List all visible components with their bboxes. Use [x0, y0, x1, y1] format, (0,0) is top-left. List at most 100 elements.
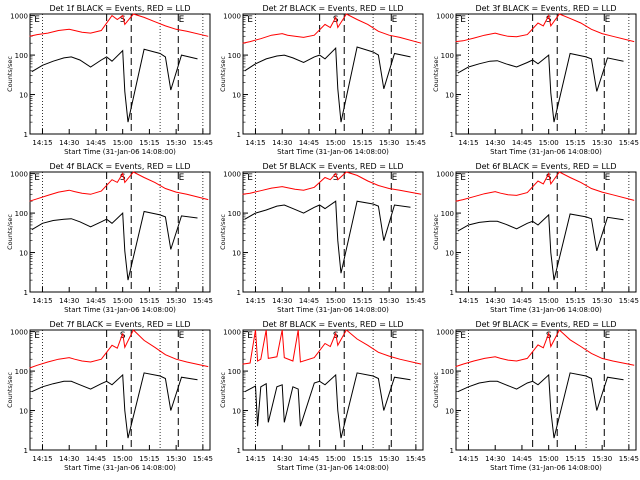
y-tick-label: 100 — [441, 368, 454, 376]
event-marker: E — [247, 331, 253, 341]
x-tick-label: 15:30 — [166, 455, 186, 463]
x-tick-label: 14:15 — [245, 455, 265, 463]
event-marker: S — [546, 15, 552, 25]
panel-3: Det 3f BLACK = Events, RED = LLD E S E 1 10 10… — [432, 4, 639, 156]
events-series-line — [244, 372, 411, 439]
lld-series-line — [242, 171, 422, 195]
events-series-line — [31, 372, 198, 439]
y-tick-label: 100 — [441, 210, 454, 218]
x-tick-label: 14:15 — [32, 139, 52, 147]
event-marker: S — [546, 173, 552, 183]
x-tick-label: 14:45 — [299, 139, 319, 147]
x-tick-label: 14:45 — [512, 455, 532, 463]
lld-series-line — [29, 171, 209, 202]
events-series-line — [31, 48, 198, 123]
x-tick-label: 15:45 — [406, 455, 426, 463]
x-tick-label: 14:15 — [458, 297, 478, 305]
plot-frame — [29, 171, 211, 293]
x-tick-label: 15:45 — [619, 297, 639, 305]
x-tick-label: 15:30 — [379, 297, 399, 305]
event-marker: E — [605, 173, 611, 183]
y-tick-label: 1 — [450, 447, 454, 455]
panel-4: Det 4f BLACK = Events, RED = LLD E S E 1 10 10… — [6, 162, 213, 314]
events-series-line — [457, 213, 624, 281]
x-axis-label: Start Time (31-Jan-06 14:08:00) — [64, 464, 176, 472]
x-tick-label: 15:45 — [193, 139, 213, 147]
x-axis-label: Start Time (31-Jan-06 14:08:00) — [64, 306, 176, 314]
x-tick-label: 15:15 — [352, 139, 372, 147]
y-axis-label: Counts/sec — [6, 56, 14, 92]
x-tick-label: 14:45 — [512, 297, 532, 305]
x-tick-label: 14:15 — [458, 455, 478, 463]
lld-series-line — [455, 171, 635, 202]
x-tick-label: 15:45 — [406, 139, 426, 147]
y-tick-label: 1 — [237, 131, 241, 139]
x-tick-label: 14:45 — [299, 455, 319, 463]
y-tick-label: 10 — [232, 408, 241, 416]
lld-series-line — [455, 329, 635, 368]
y-tick-label: 10 — [445, 408, 454, 416]
y-tick-label: 1000 — [223, 13, 241, 21]
y-tick-label: 10 — [19, 408, 28, 416]
y-tick-label: 1000 — [223, 171, 241, 179]
events-series-line — [244, 46, 411, 123]
x-axis-label: Start Time (31-Jan-06 14:08:00) — [490, 306, 602, 314]
panel-title: Det 8f BLACK = Events, RED = LLD — [262, 320, 403, 329]
y-axis-label: Counts/sec — [6, 372, 14, 408]
y-axis-label: Counts/sec — [219, 214, 227, 250]
y-tick-label: 1000 — [223, 329, 241, 337]
panel-title: Det 1f BLACK = Events, RED = LLD — [49, 4, 190, 13]
event-marker: E — [179, 15, 185, 25]
y-tick-label: 1000 — [436, 329, 454, 337]
x-tick-label: 14:15 — [32, 297, 52, 305]
x-tick-label: 15:30 — [166, 297, 186, 305]
panel-title: Det 9f BLACK = Events, RED = LLD — [475, 320, 616, 329]
event-marker: E — [34, 331, 40, 341]
event-marker: E — [392, 15, 398, 25]
x-tick-label: 15:30 — [592, 297, 612, 305]
y-tick-label: 100 — [228, 210, 241, 218]
panel-title: Det 2f BLACK = Events, RED = LLD — [262, 4, 403, 13]
x-tick-label: 15:45 — [193, 455, 213, 463]
x-tick-label: 14:30 — [485, 455, 505, 463]
x-tick-label: 14:45 — [86, 297, 106, 305]
y-tick-label: 1 — [237, 447, 241, 455]
y-axis-label: Counts/sec — [432, 214, 440, 250]
x-tick-label: 14:30 — [59, 139, 79, 147]
y-tick-label: 10 — [445, 92, 454, 100]
x-axis-label: Start Time (31-Jan-06 14:08:00) — [64, 148, 176, 156]
y-axis-label: Counts/sec — [219, 372, 227, 408]
x-tick-label: 15:15 — [565, 455, 585, 463]
event-marker: E — [392, 331, 398, 341]
x-tick-label: 14:15 — [245, 139, 265, 147]
y-tick-label: 10 — [232, 92, 241, 100]
panel-title: Det 5f BLACK = Events, RED = LLD — [262, 162, 403, 171]
event-marker: E — [179, 173, 185, 183]
x-tick-label: 15:00 — [539, 297, 559, 305]
y-tick-label: 10 — [19, 92, 28, 100]
x-tick-label: 14:15 — [458, 139, 478, 147]
event-marker: E — [605, 331, 611, 341]
x-tick-label: 14:30 — [272, 139, 292, 147]
x-tick-label: 14:15 — [32, 455, 52, 463]
x-axis-label: Start Time (31-Jan-06 14:08:00) — [277, 464, 389, 472]
y-tick-label: 1000 — [10, 329, 28, 337]
x-tick-label: 14:30 — [485, 139, 505, 147]
lld-series-line — [455, 13, 635, 43]
x-axis-label: Start Time (31-Jan-06 14:08:00) — [277, 148, 389, 156]
lld-series-line — [242, 329, 422, 365]
plot-frame — [242, 13, 424, 135]
lld-series-line — [29, 329, 209, 369]
events-series-line — [244, 200, 411, 274]
x-tick-label: 14:30 — [272, 455, 292, 463]
x-tick-label: 15:30 — [379, 455, 399, 463]
x-tick-label: 15:45 — [193, 297, 213, 305]
x-tick-label: 14:45 — [86, 139, 106, 147]
x-axis-label: Start Time (31-Jan-06 14:08:00) — [277, 306, 389, 314]
x-tick-label: 15:00 — [113, 139, 133, 147]
x-tick-label: 15:00 — [326, 139, 346, 147]
event-marker: E — [605, 15, 611, 25]
